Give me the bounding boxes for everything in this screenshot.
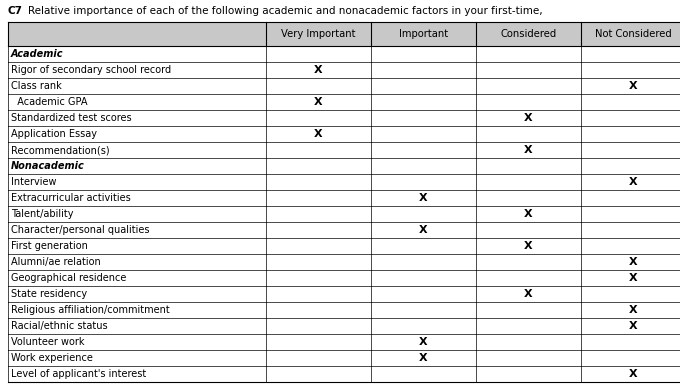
Text: Alumni/ae relation: Alumni/ae relation [11, 257, 101, 267]
Text: Relative importance of each of the following academic and nonacademic factors in: Relative importance of each of the follo… [28, 6, 543, 16]
Text: X: X [419, 225, 428, 235]
Text: Considered: Considered [500, 29, 557, 39]
Text: Important: Important [399, 29, 448, 39]
Text: X: X [629, 81, 638, 91]
Text: Very Important: Very Important [282, 29, 356, 39]
Text: Interview: Interview [11, 177, 56, 187]
Text: Application Essay: Application Essay [11, 129, 97, 139]
Text: Recommendation(s): Recommendation(s) [11, 145, 109, 155]
Text: X: X [524, 145, 533, 155]
Text: Talent/ability: Talent/ability [11, 209, 73, 219]
Text: X: X [419, 193, 428, 203]
Text: X: X [524, 241, 533, 251]
Text: Character/personal qualities: Character/personal qualities [11, 225, 150, 235]
Text: C7: C7 [8, 6, 23, 16]
Text: X: X [419, 337, 428, 347]
Text: Racial/ethnic status: Racial/ethnic status [11, 321, 107, 331]
Text: Extracurricular activities: Extracurricular activities [11, 193, 131, 203]
Bar [266, 22, 371, 46]
Text: Class rank: Class rank [11, 81, 62, 91]
Text: X: X [629, 305, 638, 315]
Text: X: X [629, 273, 638, 283]
Text: Not Considered: Not Considered [595, 29, 672, 39]
Text: Standardized test scores: Standardized test scores [11, 113, 132, 123]
Text: X: X [629, 257, 638, 267]
Text: X: X [524, 289, 533, 299]
Bar [476, 22, 581, 46]
Text: X: X [314, 97, 323, 107]
Text: Academic GPA: Academic GPA [11, 97, 88, 107]
Bar [371, 22, 476, 46]
Bar [581, 22, 680, 46]
Text: X: X [524, 209, 533, 219]
Text: X: X [629, 369, 638, 379]
Text: Academic: Academic [11, 49, 63, 59]
Text: X: X [629, 321, 638, 331]
Bar [8, 22, 266, 46]
Text: X: X [524, 113, 533, 123]
Text: Geographical residence: Geographical residence [11, 273, 126, 283]
Text: Rigor of secondary school record: Rigor of secondary school record [11, 65, 171, 75]
Text: Level of applicant's interest: Level of applicant's interest [11, 369, 146, 379]
Text: X: X [629, 177, 638, 187]
Text: Volunteer work: Volunteer work [11, 337, 84, 347]
Text: X: X [419, 353, 428, 363]
Text: First generation: First generation [11, 241, 88, 251]
Text: State residency: State residency [11, 289, 87, 299]
Text: Religious affiliation/commitment: Religious affiliation/commitment [11, 305, 170, 315]
Text: Work experience: Work experience [11, 353, 93, 363]
Text: Nonacademic: Nonacademic [11, 161, 85, 171]
Text: X: X [314, 129, 323, 139]
Text: X: X [314, 65, 323, 75]
